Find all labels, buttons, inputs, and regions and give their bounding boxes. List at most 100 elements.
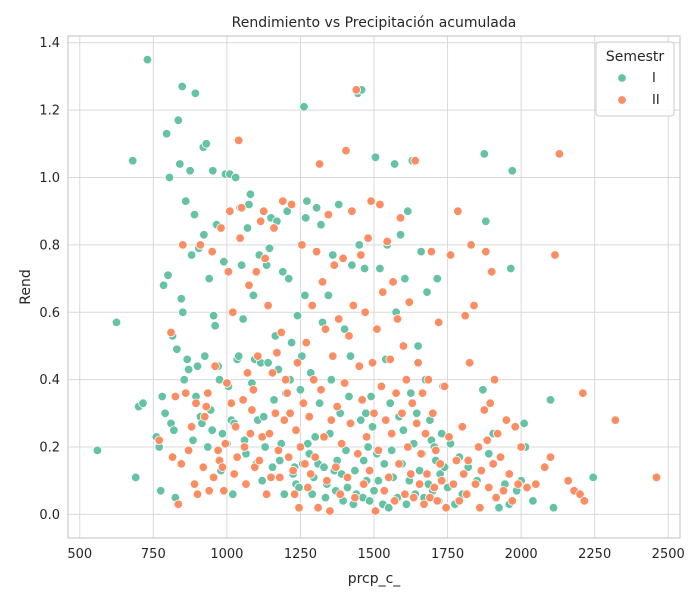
data-point — [422, 469, 432, 479]
data-point — [198, 462, 209, 472]
data-point — [435, 459, 445, 469]
data-point — [385, 398, 395, 408]
data-point — [388, 277, 398, 287]
x-tick-label: 2000 — [505, 547, 538, 562]
plot-frame — [67, 35, 681, 539]
data-point — [356, 250, 366, 260]
data-point — [166, 327, 176, 338]
data-point — [323, 209, 334, 220]
x-tick-label: 1250 — [284, 547, 317, 562]
data-point — [444, 432, 454, 442]
data-point — [448, 479, 459, 489]
data-point — [317, 277, 328, 287]
data-point — [392, 314, 403, 324]
data-point — [395, 230, 406, 240]
legend-marker — [617, 95, 627, 105]
data-point — [208, 310, 219, 321]
legend-items: III — [617, 71, 660, 108]
data-point — [409, 492, 419, 503]
data-point — [495, 452, 506, 462]
data-point — [236, 260, 247, 270]
data-point — [407, 398, 418, 408]
legend-item: II — [617, 93, 660, 108]
data-point — [332, 401, 342, 412]
data-point — [417, 388, 428, 398]
data-point — [394, 459, 404, 469]
x-tick-labels: 500 750 1000 1250 1500 1750 2000 2250 2500 — [67, 547, 684, 562]
data-point — [176, 459, 187, 469]
data-point — [487, 267, 497, 277]
data-point — [384, 472, 394, 483]
data-point — [284, 273, 294, 284]
data-point — [494, 503, 504, 513]
data-point — [170, 391, 181, 402]
data-point — [413, 358, 423, 368]
data-point — [213, 445, 223, 456]
data-point — [476, 465, 487, 476]
data-point — [142, 54, 153, 65]
data-point — [366, 391, 376, 402]
legend-label: I — [652, 71, 656, 86]
data-point — [180, 196, 191, 206]
x-axis-label: prcp_c_ — [348, 571, 402, 587]
data-point — [177, 81, 187, 92]
data-point — [363, 233, 373, 243]
data-point — [238, 395, 248, 405]
data-point — [245, 189, 256, 200]
data-point — [342, 482, 353, 493]
data-point — [378, 287, 388, 297]
data-point — [272, 348, 282, 358]
data-point — [247, 405, 257, 415]
data-point — [466, 240, 476, 250]
data-point — [284, 452, 294, 462]
data-point — [314, 159, 325, 169]
x-tick-label: 750 — [141, 547, 166, 562]
data-point — [359, 479, 369, 489]
data-point — [391, 388, 401, 398]
data-point — [203, 442, 213, 452]
legend: Semestr III — [595, 41, 675, 117]
data-point — [286, 337, 297, 348]
data-point — [326, 375, 337, 385]
x-tick-label: 500 — [67, 547, 92, 562]
data-point — [138, 398, 148, 408]
data-point — [164, 172, 175, 183]
data-point — [300, 290, 310, 301]
data-point — [251, 267, 261, 277]
data-point — [248, 385, 259, 395]
data-point — [331, 462, 341, 472]
data-point — [236, 203, 247, 213]
data-point — [275, 472, 285, 483]
data-point — [350, 492, 360, 503]
data-point — [610, 415, 621, 425]
data-point — [208, 472, 219, 483]
data-point — [264, 243, 275, 254]
data-point — [389, 496, 400, 506]
data-point — [183, 364, 194, 375]
data-point — [578, 388, 588, 398]
data-point — [338, 253, 348, 264]
y-tick-label: 1.2 — [39, 104, 60, 119]
data-point — [297, 351, 307, 361]
data-point — [563, 476, 573, 486]
data-point — [347, 260, 357, 270]
data-point — [454, 496, 465, 506]
chart-title: Rendimiento vs Precipitación acumulada — [232, 15, 517, 31]
data-point — [339, 378, 350, 388]
data-point — [176, 294, 187, 304]
data-point — [172, 344, 182, 355]
data-point — [419, 499, 429, 510]
data-point — [412, 408, 422, 419]
data-point — [414, 479, 425, 489]
y-tick-label: 1.0 — [39, 171, 60, 186]
data-point — [229, 469, 239, 479]
legend-title: Semestr — [606, 49, 665, 65]
data-point — [260, 442, 270, 452]
data-point — [334, 199, 344, 210]
data-point — [375, 199, 385, 210]
data-point — [401, 375, 412, 385]
data-point — [501, 415, 512, 425]
data-point — [413, 341, 423, 351]
data-point — [479, 149, 490, 159]
data-point — [387, 445, 397, 456]
